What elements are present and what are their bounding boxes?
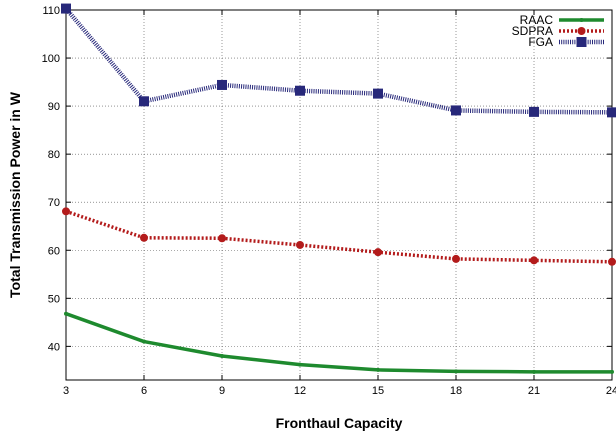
plot-frame xyxy=(65,9,613,381)
data-point xyxy=(62,207,70,216)
data-point xyxy=(218,234,226,243)
data-point xyxy=(296,240,304,249)
data-point xyxy=(64,311,68,316)
x-tick-label: 12 xyxy=(294,385,306,397)
x-tick-label: 9 xyxy=(219,385,225,397)
data-point xyxy=(530,256,538,265)
y-tick-label: 70 xyxy=(48,197,60,209)
x-axis-title: Fronthaul Capacity xyxy=(276,415,403,431)
x-tick-label: 3 xyxy=(63,385,69,397)
series-raac xyxy=(64,311,614,374)
data-point xyxy=(376,367,380,372)
legend-swatch-marker xyxy=(579,18,584,22)
series-layer xyxy=(61,3,616,374)
x-tick-label: 24 xyxy=(606,385,616,397)
data-point xyxy=(295,85,305,96)
x-tick-label: 21 xyxy=(528,385,540,397)
legend-label: RAAC xyxy=(520,13,554,27)
y-tick-label: 100 xyxy=(42,53,60,65)
y-tick-label: 90 xyxy=(48,101,60,113)
x-tick-label: 18 xyxy=(450,385,462,397)
x-tick-label: 15 xyxy=(372,385,384,397)
legend-swatch-marker xyxy=(576,37,587,47)
data-point xyxy=(217,79,227,90)
series-fga xyxy=(61,3,616,118)
legend-label: FGA xyxy=(528,35,553,49)
data-point xyxy=(610,369,614,374)
y-tick-label: 80 xyxy=(48,149,60,161)
axis-ticks: 3 6 9 12 15 18 21 24 40 50 60 70 80 90 100 110 xyxy=(42,5,616,397)
legend-label: SDPRA xyxy=(512,24,553,38)
data-point xyxy=(298,362,302,367)
data-point xyxy=(608,257,616,266)
series-line xyxy=(65,209,613,264)
data-point xyxy=(452,254,460,263)
data-point xyxy=(220,353,224,358)
grid xyxy=(65,9,613,380)
data-point xyxy=(532,369,536,374)
series-line xyxy=(64,7,613,115)
y-tick-label: 110 xyxy=(42,5,60,17)
y-axis-title: Total Transmission Power in W xyxy=(7,91,23,298)
legend-swatch-marker xyxy=(577,27,586,35)
series-sdpra xyxy=(62,207,616,266)
data-point xyxy=(139,96,149,107)
data-point xyxy=(607,107,616,118)
data-point xyxy=(140,233,148,242)
data-point xyxy=(451,105,461,116)
data-point xyxy=(373,88,383,99)
series-line xyxy=(65,312,612,374)
data-point xyxy=(374,248,382,257)
data-point xyxy=(529,106,539,117)
y-tick-label: 40 xyxy=(48,341,60,353)
x-tick-label: 6 xyxy=(141,385,147,397)
data-point xyxy=(61,3,71,14)
y-tick-label: 60 xyxy=(48,245,60,257)
data-point xyxy=(454,369,458,374)
data-point xyxy=(142,339,146,344)
y-tick-label: 50 xyxy=(48,293,60,305)
